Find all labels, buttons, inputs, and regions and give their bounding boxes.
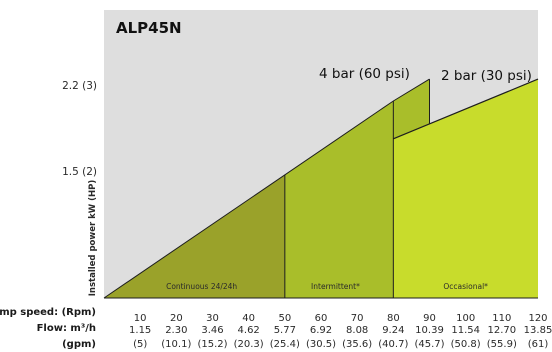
- x-tick-gpm: (50.8): [451, 339, 481, 350]
- x-tick-gpm: (61): [528, 339, 549, 350]
- x-tick-gpm: (20.3): [234, 339, 264, 350]
- x-tick-flow: 13.85: [524, 325, 552, 336]
- zone-label: Occasional*: [443, 282, 488, 291]
- lines-layer: Continuous 24/24h Intermittent* Occasional…: [103, 78, 539, 299]
- x-tick-flow: 10.39: [415, 325, 444, 336]
- x-tick-gpm: (25.4): [270, 339, 300, 350]
- x-tick-flow: 4.62: [238, 325, 260, 336]
- x-tick-rpm: 10: [134, 313, 147, 324]
- x-tick-gpm: (30.5): [306, 339, 336, 350]
- x-tick-rpm: 100: [456, 313, 475, 324]
- series-label-4bar: 4 bar (60 psi): [319, 66, 410, 82]
- x-tick-gpm: (10.1): [161, 339, 191, 350]
- x-row-label-gpm: (gpm): [62, 339, 96, 350]
- x-tick-flow: 8.08: [346, 325, 368, 336]
- x-tick-rpm: 70: [351, 313, 364, 324]
- x-tick-flow: 3.46: [201, 325, 223, 336]
- x-tick-flow: 2.30: [165, 325, 187, 336]
- x-tick-rpm: 110: [492, 313, 511, 324]
- x-tick-flow: 9.24: [382, 325, 404, 336]
- x-tick-rpm: 30: [206, 313, 219, 324]
- x-tick-gpm: (15.2): [197, 339, 227, 350]
- zone-label: Intermittent*: [311, 282, 360, 291]
- x-row-label-speed: Pump speed: (Rpm): [0, 307, 96, 318]
- x-tick-flow: 12.70: [488, 325, 517, 336]
- x-tick-gpm: (55.9): [487, 339, 517, 350]
- x-tick-rpm: 60: [315, 313, 328, 324]
- x-tick-gpm: (5): [133, 339, 147, 350]
- y-tick-label: 2.2 (3): [62, 80, 97, 92]
- y-tick-label: 1.5 (2): [62, 166, 97, 178]
- x-tick-flow: 11.54: [451, 325, 480, 336]
- zone-intermittent: [284, 100, 394, 299]
- x-tick-gpm: (40.7): [378, 339, 408, 350]
- x-tick-rpm: 20: [170, 313, 183, 324]
- series-label-2bar: 2 bar (30 psi): [441, 68, 532, 84]
- x-tick-gpm: (35.6): [342, 339, 372, 350]
- series-line-2bar: [393, 78, 539, 140]
- x-tick-rpm: 50: [278, 313, 291, 324]
- x-tick-rpm: 120: [528, 313, 547, 324]
- x-tick-gpm: (45.7): [414, 339, 444, 350]
- x-tick-rpm: 40: [242, 313, 255, 324]
- x-tick-rpm: 90: [423, 313, 436, 324]
- y-axis-title: Installed power kW (HP): [88, 180, 98, 297]
- x-row-label-flow: Flow: m³/h: [37, 323, 96, 334]
- x-tick-rpm: 80: [387, 313, 400, 324]
- zone-label: Continuous 24/24h: [166, 282, 237, 291]
- x-tick-flow: 1.15: [129, 325, 151, 336]
- zone-occasional: [393, 79, 538, 298]
- x-tick-flow: 5.77: [274, 325, 296, 336]
- chart-title: ALP45N: [116, 19, 182, 37]
- x-tick-flow: 6.92: [310, 325, 332, 336]
- x-tick-labels: 101.15 (5) 202.30 (10.1) 303.46 (15.2) 404.62 (…: [129, 313, 552, 350]
